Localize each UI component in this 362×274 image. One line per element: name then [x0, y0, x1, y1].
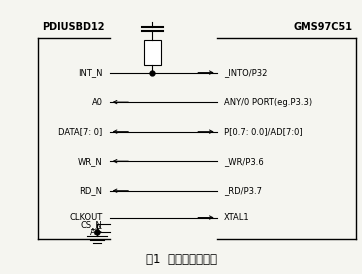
Text: CLKOUT: CLKOUT	[70, 213, 102, 222]
Text: _INTO/P32: _INTO/P32	[224, 68, 267, 77]
Bar	[144, 40, 160, 64]
Text: _RD/P3.7: _RD/P3.7	[224, 186, 262, 195]
Text: DATA[7: 0]: DATA[7: 0]	[58, 127, 102, 136]
Text: ANY/0 PORT(eg.P3.3): ANY/0 PORT(eg.P3.3)	[224, 98, 312, 107]
Text: XTAL1: XTAL1	[224, 213, 249, 222]
Text: RD_N: RD_N	[80, 186, 102, 195]
Text: GMS97C51: GMS97C51	[293, 22, 352, 32]
Text: A0: A0	[92, 98, 102, 107]
Text: AIF: AIF	[89, 228, 102, 237]
Text: INT_N: INT_N	[78, 68, 102, 77]
Text: P[0.7: 0.0]/AD[7:0]: P[0.7: 0.0]/AD[7:0]	[224, 127, 302, 136]
Text: CS_N: CS_N	[81, 220, 102, 229]
Text: PDIUSBD12: PDIUSBD12	[42, 22, 105, 32]
Text: _WR/P3.6: _WR/P3.6	[224, 157, 264, 166]
Text: WR_N: WR_N	[78, 157, 102, 166]
Text: 图1  单片机接口电路: 图1 单片机接口电路	[146, 253, 216, 266]
